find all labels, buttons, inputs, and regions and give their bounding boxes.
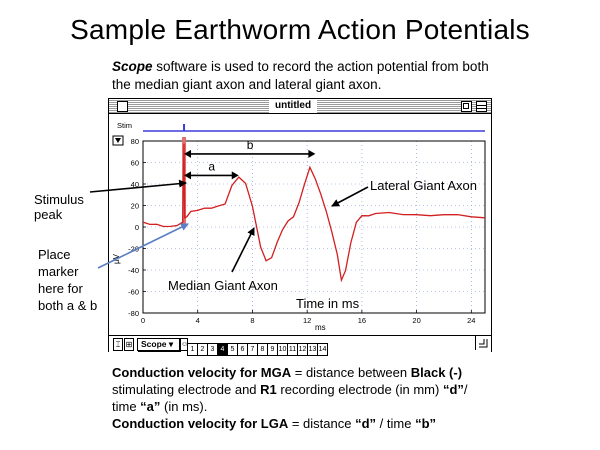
grow-box-icon[interactable] <box>475 336 490 350</box>
close-box-icon[interactable] <box>117 101 128 112</box>
x-tick-label: 12 <box>303 316 311 325</box>
a-bold: “a” <box>140 399 161 414</box>
x-tick-label: 8 <box>250 316 254 325</box>
window-bottombar: ⌶ ⊞ Scope ▾ ☺ 1 2 3 4 5 6 7 8 9 10 11 12 13 14 <box>109 335 491 356</box>
lga-bold: Conduction velocity for LGA <box>112 416 289 431</box>
time-label: Time in ms <box>296 296 360 311</box>
channel-menu-icon[interactable] <box>112 135 124 146</box>
scope-select-label: Scope <box>141 339 167 349</box>
intro-line-1: Scope software is used to record the act… <box>112 58 489 76</box>
stimulus-line-1: Stimulus <box>34 192 84 207</box>
lateral-axon-label: Lateral Giant Axon <box>370 178 477 193</box>
pointer-tool-icon[interactable]: ⌶ <box>113 338 123 351</box>
y-tick-label: 40 <box>131 180 139 189</box>
mga-line3-b: (in ms). <box>160 399 208 414</box>
sweep-tab[interactable]: 14 <box>317 343 328 356</box>
interval-b: b <box>184 138 316 158</box>
y-tick-label: 20 <box>131 202 139 211</box>
stimulus-peak-label: Stimulus peak <box>34 192 84 222</box>
intro-text-1: software is used to record the action po… <box>152 59 489 74</box>
intro-line-2: the median giant axon and lateral giant … <box>112 77 382 92</box>
signal-trace <box>142 143 486 283</box>
place-marker-label: Place marker here for both a & b <box>38 246 97 314</box>
x-tick-labels: 0 4 8 12 16 20 24 <box>141 310 475 325</box>
place-line-2: marker <box>38 264 79 279</box>
place-line-1: Place <box>38 247 71 262</box>
place-line-4: both a & b <box>38 298 98 313</box>
y-tick-label: -80 <box>128 309 139 318</box>
median-arrow <box>231 227 255 273</box>
stim-label: Stim <box>117 121 132 130</box>
scope-bold: Scope <box>112 59 153 74</box>
window-title: untitled <box>269 99 318 113</box>
y-tick-label: 0 <box>135 223 139 232</box>
marker-arrow <box>97 223 189 269</box>
interval-a-label: a <box>208 159 215 173</box>
x-tick-label: 16 <box>358 316 366 325</box>
mga-line3-a: time <box>112 399 141 414</box>
x-tick-label: 0 <box>141 316 145 325</box>
y-tick-label: 80 <box>131 137 139 146</box>
x-tick-label: 4 <box>196 316 200 325</box>
slide-title: Sample Earthworm Action Potentials <box>70 14 530 45</box>
mga-rest: = distance between <box>291 365 411 380</box>
collapse-box-icon[interactable] <box>476 101 487 112</box>
stim-pulse <box>183 124 186 131</box>
x-axis-unit: ms <box>315 323 326 332</box>
lga-rest: = distance <box>288 416 356 431</box>
y-tick-labels: 80 60 40 20 0 -20 -40 -60 -80 <box>128 137 146 318</box>
y-tick-label: -20 <box>128 245 139 254</box>
plot-frame <box>142 140 486 314</box>
x-tick-label: 24 <box>467 316 475 325</box>
d-bold: “d” <box>442 382 464 397</box>
mga-line-3: time “a” (in ms). <box>112 398 207 415</box>
stimulus-arrow <box>89 179 187 193</box>
data-pad-icon[interactable]: ⊞ <box>124 338 134 351</box>
zoom-box-icon[interactable] <box>461 101 472 112</box>
mga-line-2: stimulating electrode and R1 recording e… <box>112 381 468 398</box>
place-line-3: here for <box>38 281 83 296</box>
mga-line2-a: stimulating electrode and <box>112 382 261 397</box>
lga-line: Conduction velocity for LGA = distance “… <box>112 415 436 432</box>
r1-bold: R1 <box>260 382 277 397</box>
median-axon-label: Median Giant Axon <box>168 278 278 293</box>
scope-select[interactable]: Scope ▾ <box>137 338 180 351</box>
mga-line2-c: / <box>463 382 468 397</box>
lga-b-bold: “b” <box>415 416 437 431</box>
black-bold: Black (-) <box>410 365 463 380</box>
window-titlebar[interactable]: untitled <box>109 99 491 114</box>
mga-line-1: Conduction velocity for MGA = distance b… <box>112 364 462 381</box>
mga-line2-b: recording electrode (in mm) <box>276 382 443 397</box>
x-tick-label: 20 <box>412 316 420 325</box>
lga-mid: / time <box>376 416 416 431</box>
y-tick-label: -40 <box>128 266 139 275</box>
mga-bold: Conduction velocity for MGA <box>112 365 292 380</box>
y-tick-label: -60 <box>128 288 139 297</box>
interval-b-label: b <box>247 138 254 152</box>
stimulus-line-2: peak <box>34 207 63 222</box>
sweep-tabs: 1 2 3 4 5 6 7 8 9 10 11 12 13 14 <box>187 338 328 356</box>
lateral-arrow <box>331 186 369 207</box>
y-tick-label: 60 <box>131 159 139 168</box>
interval-a: a <box>184 159 239 180</box>
lga-d-bold: “d” <box>355 416 377 431</box>
